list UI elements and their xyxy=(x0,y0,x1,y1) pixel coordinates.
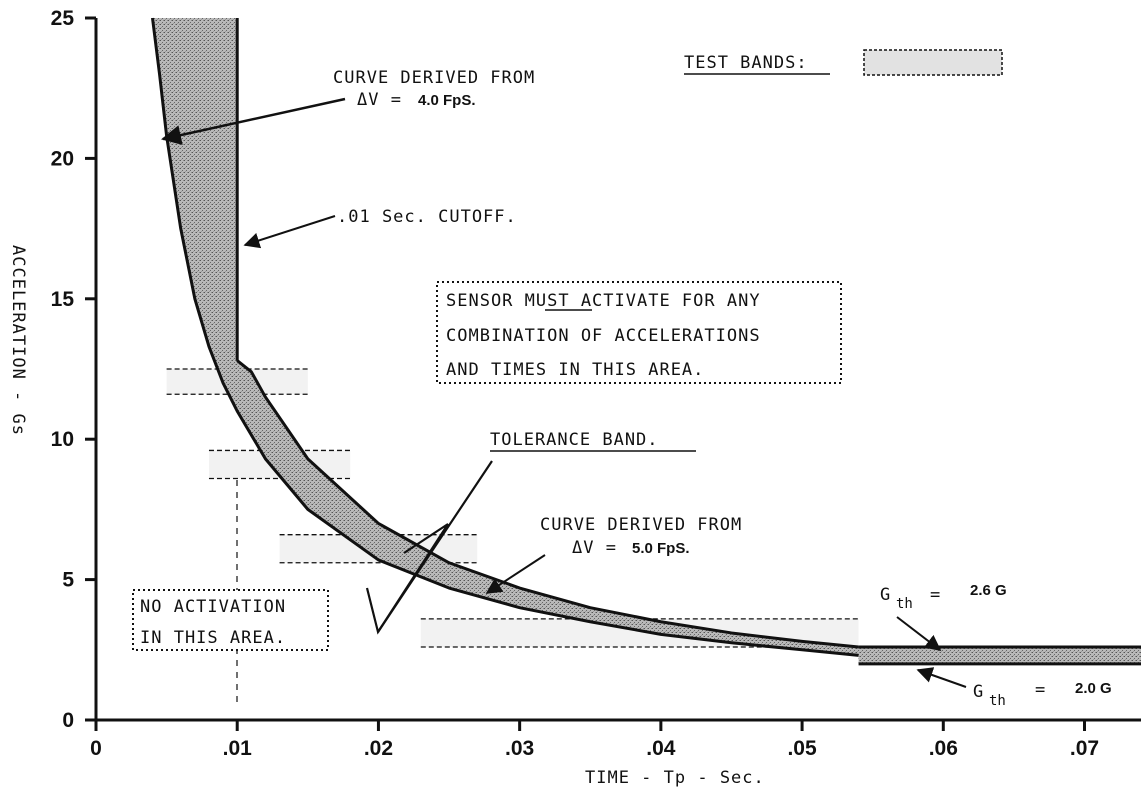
curve-5fps-line xyxy=(236,359,859,649)
x-tick-label: .01 xyxy=(223,737,253,760)
x-tick-label: .06 xyxy=(929,737,958,760)
gth-lower-value: 2.0 G xyxy=(1075,680,1112,697)
y-tick-label: 0 xyxy=(62,709,74,732)
sensor-line-3: AND TIMES IN THIS AREA. xyxy=(446,360,704,380)
series-lines xyxy=(150,17,1141,666)
x-tick-label: .05 xyxy=(787,737,817,760)
curve5-label-dv: ΔV = xyxy=(572,538,617,558)
no-activation-box xyxy=(132,589,329,651)
sensor-line-1: SENSOR MUST ACTIVATE FOR ANY xyxy=(446,291,761,311)
cutoff-arrow xyxy=(243,215,336,249)
y-tick-label: 5 xyxy=(62,569,74,592)
x-axis-label: TIME - Tp - Sec. xyxy=(585,768,765,788)
curve5-arrow xyxy=(485,554,546,594)
sensor-box xyxy=(436,281,842,384)
y-tick-label: 15 xyxy=(51,288,75,311)
curve4-label-line1: CURVE DERIVED FROM xyxy=(333,68,535,88)
curve4-label-value: 4.0 FpS. xyxy=(418,92,476,109)
x-tick-label: 0 xyxy=(90,737,102,760)
curve-4fps-line xyxy=(150,17,859,657)
gth-lower-label: G xyxy=(973,682,984,702)
curve4-arrow xyxy=(161,97,346,145)
x-tick-label: .03 xyxy=(505,737,534,760)
curve5-label-line1: CURVE DERIVED FROM xyxy=(540,515,742,535)
gth-lower-sub: th xyxy=(989,693,1006,709)
tolerance-pointer-2 xyxy=(377,523,449,633)
y-tick-label: 25 xyxy=(51,7,75,30)
gth-upper-value: 2.6 G xyxy=(970,582,1007,599)
test-bands-swatch xyxy=(863,49,1003,76)
gth-upper-arrow xyxy=(896,616,942,651)
axis-ticks: 0 .01 .02 .03 .04 .05 .06 .07 0 5 10 15 20 25 xyxy=(51,7,1099,760)
tolerance-label: TOLERANCE BAND. xyxy=(490,430,659,450)
gth-lower-eq: = xyxy=(1035,680,1046,700)
x-tick-label: .04 xyxy=(646,737,676,760)
x-tick-label: .02 xyxy=(364,737,393,760)
gth-upper-label: G xyxy=(880,585,891,605)
y-axis-label: ACCELERATION - Gs xyxy=(8,245,28,436)
gth-upper-sub: th xyxy=(896,596,913,612)
y-tick-label: 20 xyxy=(51,147,74,170)
sensor-line-2: COMBINATION OF ACCELERATIONS xyxy=(446,326,761,346)
curve4-label-dv: ΔV = xyxy=(357,90,402,110)
gth-upper-eq: = xyxy=(930,585,941,605)
gth-lower-arrow xyxy=(916,667,967,688)
cutoff-label: .01 Sec. CUTOFF. xyxy=(337,207,517,227)
x-tick-label: .07 xyxy=(1070,737,1099,760)
y-tick-label: 10 xyxy=(51,428,74,451)
no-activation-line-1: NO ACTIVATION xyxy=(140,597,286,617)
curve5-label-value: 5.0 FpS. xyxy=(632,540,690,557)
no-activation-line-2: IN THIS AREA. xyxy=(140,628,286,648)
test-bands-label: TEST BANDS: xyxy=(684,53,808,73)
